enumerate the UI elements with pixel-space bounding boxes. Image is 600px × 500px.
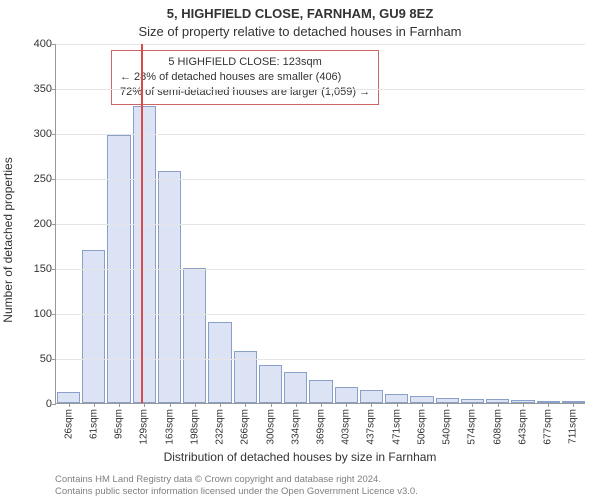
y-tick-mark <box>52 179 56 180</box>
grid-line <box>56 359 585 360</box>
y-tick-label: 150 <box>16 263 52 275</box>
x-tick-mark <box>170 403 171 407</box>
x-tick-mark <box>220 403 221 407</box>
y-axis-label: Number of detached properties <box>1 157 15 322</box>
histogram-bar <box>309 380 332 403</box>
grid-line <box>56 179 585 180</box>
histogram-bar <box>385 394 408 403</box>
y-tick-mark <box>52 359 56 360</box>
x-tick-label: 198sqm <box>189 409 200 445</box>
x-tick-mark <box>447 403 448 407</box>
histogram-bar <box>335 387 358 403</box>
x-tick-label: 437sqm <box>366 409 377 445</box>
y-tick-label: 50 <box>16 353 52 365</box>
x-tick-label: 471sqm <box>391 409 402 445</box>
y-tick-mark <box>52 269 56 270</box>
y-tick-mark <box>52 314 56 315</box>
x-tick-mark <box>548 403 549 407</box>
x-tick-label: 129sqm <box>139 409 150 445</box>
histogram-bar <box>208 322 231 403</box>
annotation-box: 5 HIGHFIELD CLOSE: 123sqm ← 28% of detac… <box>111 50 379 105</box>
x-tick-mark <box>271 403 272 407</box>
x-tick-label: 711sqm <box>568 409 579 444</box>
x-tick-label: 266sqm <box>240 409 251 445</box>
x-tick-mark <box>119 403 120 407</box>
x-tick-label: 403sqm <box>341 409 352 445</box>
x-tick-mark <box>523 403 524 407</box>
footer: Contains HM Land Registry data © Crown c… <box>55 474 418 498</box>
x-tick-label: 232sqm <box>215 409 226 445</box>
y-tick-label: 100 <box>16 308 52 320</box>
grid-line <box>56 269 585 270</box>
x-tick-label: 95sqm <box>114 409 125 439</box>
plot-area: 5 HIGHFIELD CLOSE: 123sqm ← 28% of detac… <box>55 44 585 404</box>
y-tick-label: 200 <box>16 218 52 230</box>
chart-container: 5, HIGHFIELD CLOSE, FARNHAM, GU9 8EZ Siz… <box>0 0 600 500</box>
x-tick-label: 574sqm <box>467 409 478 445</box>
x-tick-label: 506sqm <box>416 409 427 445</box>
x-tick-label: 26sqm <box>63 409 74 439</box>
annotation-line-2: ← 28% of detached houses are smaller (40… <box>120 70 370 85</box>
x-tick-mark <box>69 403 70 407</box>
x-tick-mark <box>346 403 347 407</box>
x-tick-mark <box>573 403 574 407</box>
x-tick-mark <box>321 403 322 407</box>
x-tick-label: 643sqm <box>517 409 528 445</box>
x-tick-label: 608sqm <box>492 409 503 445</box>
grid-line <box>56 134 585 135</box>
footer-line-2: Contains public sector information licen… <box>55 486 418 498</box>
histogram-bar <box>183 268 206 403</box>
histogram-bar <box>259 365 282 403</box>
histogram-bar <box>158 171 181 403</box>
x-tick-label: 540sqm <box>442 409 453 445</box>
x-tick-mark <box>245 403 246 407</box>
grid-line <box>56 314 585 315</box>
x-tick-label: 334sqm <box>290 409 301 445</box>
marker-line <box>141 44 143 403</box>
y-tick-label: 400 <box>16 38 52 50</box>
y-tick-mark <box>52 224 56 225</box>
grid-line <box>56 224 585 225</box>
x-tick-label: 677sqm <box>543 409 554 445</box>
y-tick-mark <box>52 134 56 135</box>
annotation-line-1: 5 HIGHFIELD CLOSE: 123sqm <box>120 55 370 70</box>
x-tick-mark <box>397 403 398 407</box>
histogram-bar <box>82 250 105 403</box>
histogram-bar <box>410 396 433 403</box>
x-tick-mark <box>94 403 95 407</box>
grid-line <box>56 89 585 90</box>
footer-line-1: Contains HM Land Registry data © Crown c… <box>55 474 418 486</box>
histogram-bar <box>57 392 80 403</box>
x-tick-mark <box>472 403 473 407</box>
y-tick-mark <box>52 44 56 45</box>
histogram-bar <box>360 390 383 403</box>
x-tick-mark <box>422 403 423 407</box>
histogram-bar <box>284 372 307 403</box>
x-tick-label: 369sqm <box>316 409 327 445</box>
chart-title: 5, HIGHFIELD CLOSE, FARNHAM, GU9 8EZ <box>0 6 600 21</box>
x-axis-label: Distribution of detached houses by size … <box>0 450 600 464</box>
chart-subtitle: Size of property relative to detached ho… <box>0 24 600 39</box>
y-tick-label: 250 <box>16 173 52 185</box>
x-tick-mark <box>195 403 196 407</box>
y-tick-label: 300 <box>16 128 52 140</box>
grid-line <box>56 44 585 45</box>
y-tick-mark <box>52 89 56 90</box>
x-tick-mark <box>371 403 372 407</box>
x-tick-label: 163sqm <box>164 409 175 445</box>
x-tick-label: 61sqm <box>88 409 99 439</box>
y-tick-mark <box>52 404 56 405</box>
y-tick-label: 0 <box>16 398 52 410</box>
x-tick-mark <box>144 403 145 407</box>
x-tick-label: 300sqm <box>265 409 276 445</box>
y-tick-label: 350 <box>16 83 52 95</box>
annotation-line-3: 72% of semi-detached houses are larger (… <box>120 85 370 100</box>
x-tick-mark <box>296 403 297 407</box>
x-tick-mark <box>498 403 499 407</box>
